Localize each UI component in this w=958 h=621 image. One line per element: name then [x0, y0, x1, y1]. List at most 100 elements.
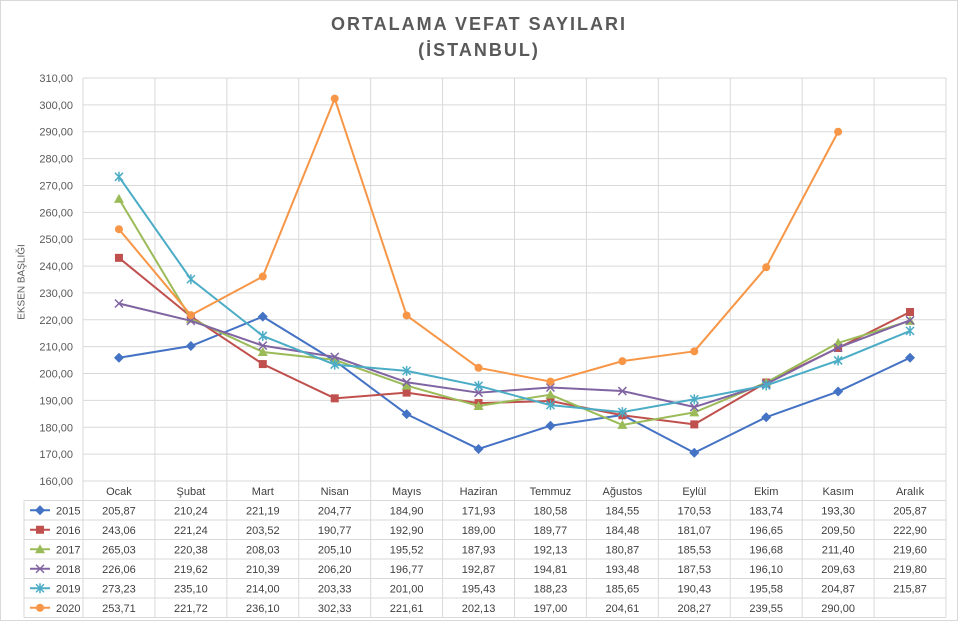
- y-tick-label: 260,00: [39, 207, 73, 219]
- table-value: 206,20: [318, 564, 352, 576]
- y-tick-label: 300,00: [39, 100, 73, 112]
- data-point-2019: [258, 330, 268, 341]
- x-category-label: Haziran: [460, 486, 498, 498]
- data-point-2020: [330, 94, 339, 103]
- data-point-2018: [402, 377, 412, 387]
- data-point-2015: [545, 420, 556, 431]
- data-point-2016: [906, 308, 915, 317]
- data-point-2019: [474, 380, 484, 391]
- table-value: 196,10: [749, 564, 783, 576]
- data-point-2019: [689, 394, 699, 405]
- y-tick-label: 240,00: [39, 261, 73, 273]
- data-point-2018: [330, 352, 340, 362]
- table-value: 203,33: [318, 583, 352, 595]
- table-value: 221,61: [390, 603, 424, 615]
- table-value: 236,10: [246, 603, 280, 615]
- table-value: 202,13: [462, 603, 496, 615]
- x-category-label: Kasım: [823, 486, 854, 498]
- table-value: 221,19: [246, 505, 280, 517]
- data-point-2015: [761, 412, 772, 423]
- x-category-label: Mart: [252, 486, 274, 498]
- x-category-label: Aralık: [896, 486, 925, 498]
- data-point-2016: [330, 394, 339, 403]
- data-point-2017: [689, 407, 700, 417]
- data-point-2020: [690, 347, 699, 356]
- table-value: 185,53: [677, 544, 711, 556]
- data-point-2020: [402, 311, 411, 320]
- y-tick-label: 180,00: [39, 422, 73, 434]
- table-value: 220,38: [174, 544, 208, 556]
- y-tick-label: 190,00: [39, 395, 73, 407]
- table-value: 221,24: [174, 525, 208, 537]
- table-value: 209,50: [821, 525, 855, 537]
- x-category-label: Şubat: [177, 486, 206, 498]
- data-point-2015: [833, 386, 844, 397]
- y-tick-label: 280,00: [39, 154, 73, 166]
- table-value: 203,52: [246, 525, 280, 537]
- data-point-2020: [546, 377, 555, 386]
- data-point-2018: [833, 343, 843, 353]
- table-value: 194,81: [534, 564, 568, 576]
- table-value: 184,90: [390, 505, 424, 517]
- data-point-2015: [185, 341, 196, 352]
- table-value: 193,48: [606, 564, 640, 576]
- data-point-2017: [473, 400, 484, 410]
- table-value: 184,55: [606, 505, 640, 517]
- legend-series-name: 2019: [56, 583, 80, 595]
- table-value: 302,33: [318, 603, 352, 615]
- table-value: 189,00: [462, 525, 496, 537]
- legend-key-marker: [35, 564, 45, 574]
- data-point-2015: [113, 352, 124, 363]
- table-value: 192,90: [390, 525, 424, 537]
- chart-title: ORTALAMA VEFAT SAYILARI: [330, 14, 627, 34]
- data-point-2020: [618, 357, 627, 366]
- data-point-2020: [474, 363, 483, 372]
- data-point-2016: [258, 360, 267, 369]
- data-point-2017: [113, 193, 124, 203]
- table-value: 211,40: [822, 544, 855, 556]
- table-value: 195,43: [462, 583, 496, 595]
- data-point-2019: [402, 365, 412, 376]
- legend-series-name: 2016: [56, 525, 80, 537]
- data-point-2020: [762, 263, 771, 272]
- series-line-2019: [118, 176, 911, 414]
- data-point-2018: [905, 315, 915, 325]
- table-value: 205,10: [318, 544, 352, 556]
- data-point-2018: [258, 341, 268, 351]
- data-point-2019: [617, 407, 627, 418]
- data-point-2018: [474, 388, 484, 398]
- table-value: 201,00: [390, 583, 424, 595]
- data-point-2017: [617, 419, 628, 429]
- table-value: 210,39: [246, 564, 280, 576]
- table-value: 197,00: [534, 603, 568, 615]
- table-value: 184,48: [606, 525, 640, 537]
- chart-subtitle: (İSTANBUL): [418, 40, 540, 60]
- legend-key-marker: [36, 525, 44, 534]
- data-point-2015: [905, 352, 916, 363]
- legend-series-name: 2015: [56, 505, 80, 517]
- table-value: 205,87: [102, 505, 136, 517]
- x-category-label: Ekim: [754, 486, 778, 498]
- table-value: 205,87: [893, 505, 927, 517]
- table-value: 190,43: [677, 583, 711, 595]
- table-value: 204,87: [821, 583, 855, 595]
- series-line-2017: [118, 198, 911, 426]
- series-line-2018: [118, 302, 911, 409]
- table-value: 235,10: [174, 583, 208, 595]
- table-value: 188,23: [534, 583, 568, 595]
- data-point-2018: [617, 386, 627, 396]
- table-value: 187,93: [462, 544, 496, 556]
- x-category-label: Ağustos: [603, 486, 643, 498]
- data-point-2019: [186, 274, 196, 285]
- table-value: 183,74: [749, 505, 783, 517]
- table-value: 273,23: [102, 583, 136, 595]
- table-value: 189,77: [534, 525, 568, 537]
- table-value: 192,87: [462, 564, 496, 576]
- table-value: 185,65: [606, 583, 640, 595]
- table-value: 180,87: [606, 544, 640, 556]
- x-category-label: Ocak: [106, 486, 132, 498]
- legend-series-name: 2020: [56, 603, 80, 615]
- data-point-2019: [114, 171, 124, 182]
- data-point-2019: [330, 359, 340, 370]
